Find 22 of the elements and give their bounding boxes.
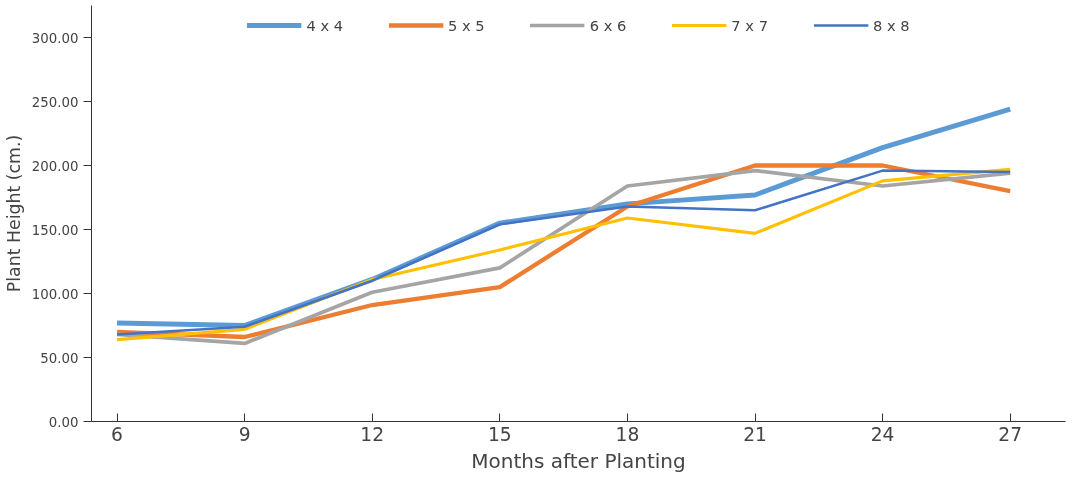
legend-label: 5 x 5 <box>448 16 485 34</box>
x-tick-label: 15 <box>487 423 512 445</box>
legend-label: 6 x 6 <box>589 16 627 34</box>
x-tick-label: 12 <box>360 423 385 445</box>
x-tick-label: 9 <box>238 423 251 445</box>
legend-label: 4 x 4 <box>306 16 344 34</box>
y-tick-label: 100.00 <box>31 286 79 302</box>
x-tick-label: 24 <box>870 423 895 445</box>
y-axis-title: Plant Height (cm.) <box>3 134 24 293</box>
legend-label: 7 x 7 <box>731 16 768 34</box>
x-tick-label: 6 <box>111 423 123 445</box>
x-axis-title: Months after Planting <box>471 448 686 473</box>
x-tick-label: 21 <box>743 423 767 445</box>
y-tick-label: 250.00 <box>31 94 79 110</box>
y-tick-label: 200.00 <box>31 158 79 174</box>
legend-label: 8 x 8 <box>872 16 910 34</box>
x-tick-label: 27 <box>998 423 1023 445</box>
x-tick-label: 18 <box>615 423 640 445</box>
y-tick-label: 300.00 <box>31 30 79 46</box>
y-tick-label: 0.00 <box>48 414 79 430</box>
y-tick-label: 150.00 <box>31 222 79 238</box>
y-tick-label: 50.00 <box>40 350 79 366</box>
